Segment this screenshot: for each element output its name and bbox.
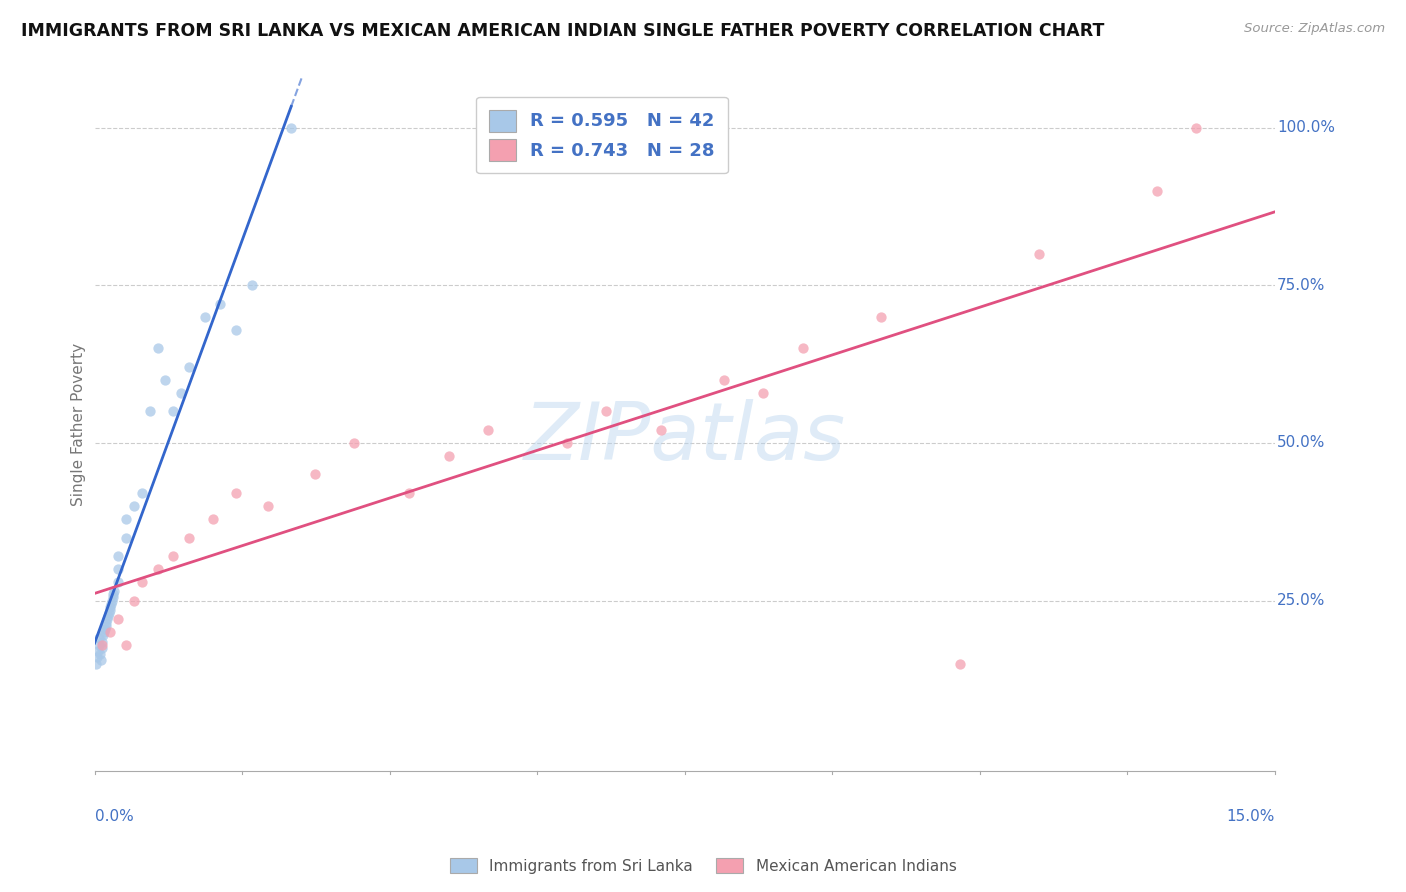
- Point: [343, 436, 366, 450]
- Point: [101, 593, 124, 607]
- Point: [101, 591, 124, 605]
- Point: [1028, 247, 1050, 261]
- Point: [96, 612, 118, 626]
- Point: [122, 499, 145, 513]
- Point: [713, 373, 735, 387]
- Point: [201, 511, 224, 525]
- Text: 15.0%: 15.0%: [1226, 809, 1275, 824]
- Point: [87, 638, 110, 652]
- Legend: Immigrants from Sri Lanka, Mexican American Indians: Immigrants from Sri Lanka, Mexican Ameri…: [443, 852, 963, 880]
- Point: [240, 278, 263, 293]
- Point: [100, 597, 122, 611]
- Text: 50.0%: 50.0%: [1277, 435, 1326, 450]
- Point: [437, 449, 460, 463]
- Point: [170, 385, 193, 400]
- Point: [162, 549, 184, 564]
- Point: [870, 310, 893, 324]
- Y-axis label: Single Father Poverty: Single Father Poverty: [72, 343, 86, 506]
- Point: [86, 650, 108, 665]
- Point: [280, 120, 302, 135]
- Point: [97, 606, 120, 620]
- Point: [194, 310, 217, 324]
- Text: 100.0%: 100.0%: [1277, 120, 1334, 136]
- Point: [650, 423, 672, 437]
- Point: [131, 486, 153, 500]
- Point: [555, 436, 578, 450]
- Point: [96, 615, 118, 630]
- Point: [225, 322, 247, 336]
- Point: [87, 644, 110, 658]
- Point: [256, 499, 278, 513]
- Point: [89, 647, 111, 661]
- Point: [122, 593, 145, 607]
- Point: [107, 562, 129, 576]
- Point: [752, 385, 775, 400]
- Point: [90, 640, 112, 655]
- Point: [209, 297, 232, 311]
- Point: [792, 342, 814, 356]
- Text: IMMIGRANTS FROM SRI LANKA VS MEXICAN AMERICAN INDIAN SINGLE FATHER POVERTY CORRE: IMMIGRANTS FROM SRI LANKA VS MEXICAN AME…: [21, 22, 1105, 40]
- Point: [177, 360, 200, 375]
- Text: 25.0%: 25.0%: [1277, 593, 1326, 608]
- Point: [477, 423, 499, 437]
- Point: [146, 342, 169, 356]
- Point: [94, 619, 117, 633]
- Point: [90, 653, 112, 667]
- Point: [155, 373, 177, 387]
- Point: [115, 638, 138, 652]
- Point: [98, 599, 121, 614]
- Point: [595, 404, 617, 418]
- Point: [91, 634, 114, 648]
- Point: [97, 609, 120, 624]
- Point: [103, 587, 125, 601]
- Point: [398, 486, 420, 500]
- Legend: R = 0.595   N = 42, R = 0.743   N = 28: R = 0.595 N = 42, R = 0.743 N = 28: [477, 97, 728, 173]
- Point: [91, 628, 114, 642]
- Point: [225, 486, 247, 500]
- Point: [107, 574, 129, 589]
- Point: [107, 549, 129, 564]
- Point: [1185, 120, 1208, 135]
- Point: [89, 632, 111, 646]
- Point: [84, 657, 107, 671]
- Text: ZIPatlas: ZIPatlas: [523, 399, 845, 477]
- Point: [107, 612, 129, 626]
- Point: [98, 625, 121, 640]
- Point: [162, 404, 184, 418]
- Point: [1146, 184, 1168, 198]
- Point: [131, 574, 153, 589]
- Point: [949, 657, 972, 671]
- Point: [98, 603, 121, 617]
- Point: [177, 531, 200, 545]
- Point: [115, 531, 138, 545]
- Point: [93, 625, 115, 640]
- Text: Source: ZipAtlas.com: Source: ZipAtlas.com: [1244, 22, 1385, 36]
- Text: 75.0%: 75.0%: [1277, 278, 1326, 293]
- Text: 0.0%: 0.0%: [94, 809, 134, 824]
- Point: [115, 511, 138, 525]
- Point: [138, 404, 160, 418]
- Point: [103, 584, 125, 599]
- Point: [94, 622, 117, 636]
- Point: [91, 638, 114, 652]
- Point: [304, 467, 326, 482]
- Point: [146, 562, 169, 576]
